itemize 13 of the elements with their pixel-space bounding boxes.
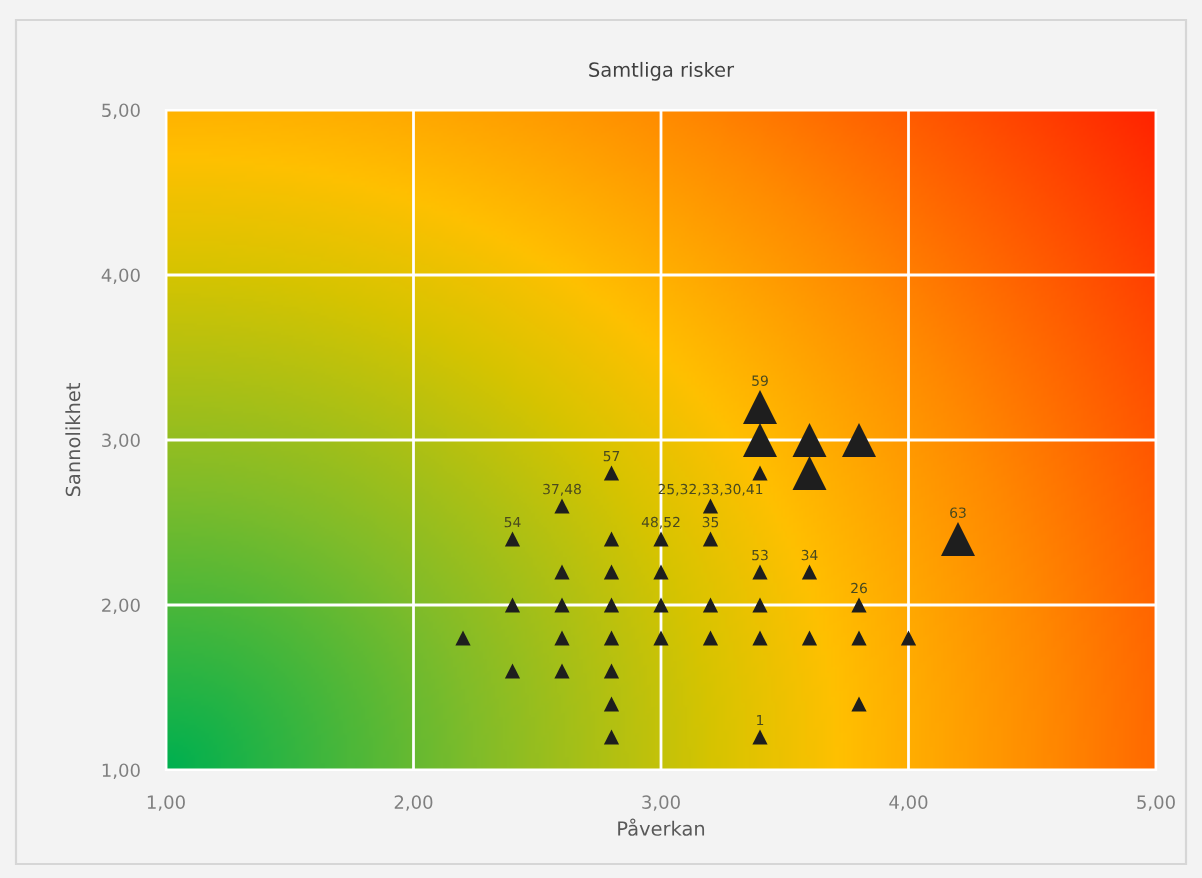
y-tick-label: 5,00 [102,103,140,119]
y-tick-label: 1,00 [102,763,140,779]
y-tick-label: 3,00 [102,433,140,449]
chart-title: Samtliga risker [589,61,735,81]
x-tick-label: 4,00 [889,795,928,811]
x-axis-title: Påverkan [618,818,705,836]
x-tick-label: 2,00 [394,795,433,811]
x-tick-label: 1,00 [147,795,185,811]
x-tick-label: 3,00 [642,795,680,811]
x-tick-label: 5,00 [1137,795,1175,811]
y-tick-label: 2,00 [102,598,140,614]
y-tick-label: 4,00 [101,268,140,284]
y-axis-title: Sannolikhet [65,383,81,497]
